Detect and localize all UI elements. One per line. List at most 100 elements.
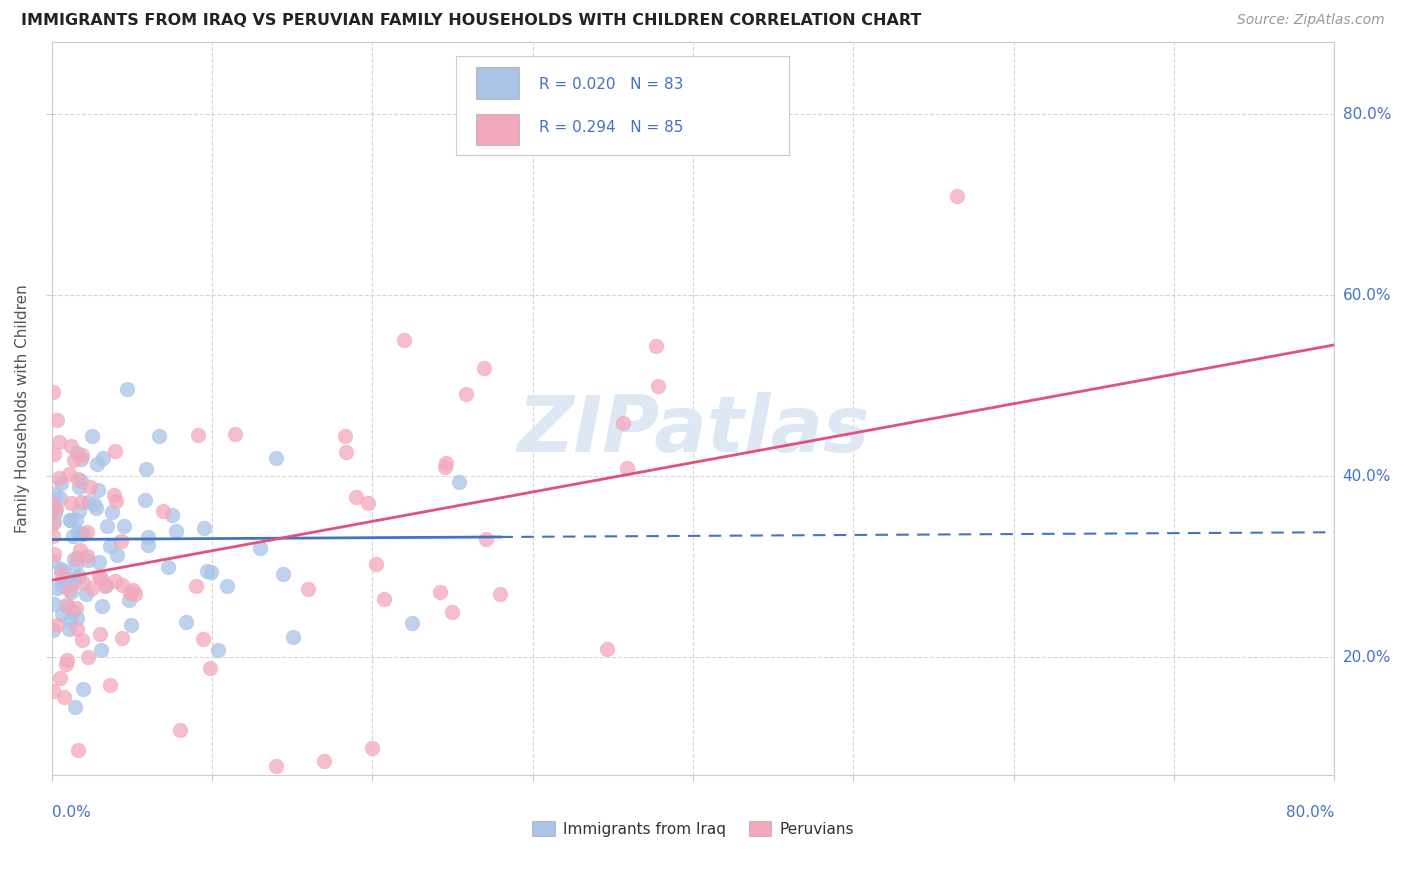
Y-axis label: Family Households with Children: Family Households with Children	[15, 284, 30, 533]
Point	[48, 491, 70, 505]
Point	[62, 574, 84, 589]
Point	[75, 587, 97, 601]
Point	[66, 525, 89, 540]
Text: 80.0%: 80.0%	[1343, 107, 1391, 121]
Point	[58, 582, 80, 597]
Point	[120, 617, 142, 632]
Point	[76, 549, 98, 564]
Point	[45, 502, 67, 516]
Point	[44, 446, 66, 460]
Point	[72, 682, 94, 697]
Point	[447, 475, 470, 489]
Point	[58, 467, 80, 481]
Point	[103, 487, 125, 501]
Point	[56, 653, 79, 667]
Point	[98, 540, 121, 554]
Point	[87, 569, 110, 583]
Point	[67, 569, 90, 583]
Point	[66, 550, 89, 565]
Point	[42, 547, 65, 561]
Point	[80, 429, 103, 443]
Point	[60, 439, 83, 453]
Point	[373, 591, 395, 606]
Point	[86, 457, 108, 471]
Point	[70, 633, 93, 648]
Point	[429, 584, 451, 599]
Point	[191, 632, 214, 647]
Point	[344, 490, 367, 504]
Point	[198, 661, 221, 675]
Point	[136, 538, 159, 552]
Point	[104, 443, 127, 458]
Point	[187, 427, 209, 442]
Point	[42, 597, 65, 611]
Point	[59, 613, 82, 627]
Point	[51, 607, 73, 621]
Point	[53, 574, 76, 588]
Point	[66, 622, 89, 636]
Point	[224, 426, 246, 441]
Point	[77, 494, 100, 508]
Point	[361, 740, 384, 755]
Point	[114, 519, 136, 533]
Point	[104, 574, 127, 589]
Point	[48, 435, 70, 450]
Point	[70, 451, 93, 466]
Point	[42, 516, 65, 530]
Point	[56, 599, 79, 614]
Point	[62, 604, 84, 618]
Point	[42, 554, 65, 568]
Point	[160, 508, 183, 523]
Point	[76, 553, 98, 567]
Point	[53, 564, 76, 578]
Point	[49, 476, 72, 491]
Point	[65, 513, 87, 527]
Point	[53, 573, 76, 587]
Text: 80.0%: 80.0%	[1286, 805, 1334, 821]
Point	[67, 504, 90, 518]
Point	[55, 598, 77, 612]
Point	[105, 549, 128, 563]
Point	[42, 623, 65, 637]
Point	[101, 505, 124, 519]
Point	[264, 450, 287, 465]
Point	[46, 581, 69, 595]
Point	[52, 690, 75, 704]
Text: IMMIGRANTS FROM IRAQ VS PERUVIAN FAMILY HOUSEHOLDS WITH CHILDREN CORRELATION CHA: IMMIGRANTS FROM IRAQ VS PERUVIAN FAMILY …	[21, 13, 921, 29]
Point	[62, 552, 84, 566]
Point	[49, 566, 72, 581]
Point	[169, 723, 191, 737]
Text: 20.0%: 20.0%	[1343, 649, 1391, 665]
Point	[612, 417, 634, 431]
Point	[96, 519, 118, 533]
Point	[472, 360, 495, 375]
Text: ZIPatlas: ZIPatlas	[517, 392, 869, 468]
Point	[118, 586, 141, 600]
Point	[184, 578, 207, 592]
Point	[46, 412, 69, 426]
Text: 40.0%: 40.0%	[1343, 468, 1391, 483]
Point	[59, 513, 82, 527]
Point	[70, 474, 93, 488]
Point	[86, 483, 108, 497]
Point	[70, 494, 93, 508]
Point	[51, 577, 73, 591]
Point	[79, 480, 101, 494]
Point	[77, 650, 100, 665]
Point	[65, 571, 87, 585]
Point	[59, 496, 82, 510]
Point	[195, 564, 218, 578]
Point	[135, 461, 157, 475]
Point	[49, 672, 72, 686]
Point	[433, 460, 456, 475]
Point	[314, 754, 336, 768]
Point	[217, 579, 239, 593]
Point	[63, 453, 86, 467]
Point	[456, 387, 478, 401]
Point	[441, 605, 464, 619]
Point	[297, 582, 319, 596]
Point	[152, 504, 174, 518]
Point	[207, 643, 229, 657]
Point	[63, 700, 86, 714]
Point	[70, 448, 93, 462]
